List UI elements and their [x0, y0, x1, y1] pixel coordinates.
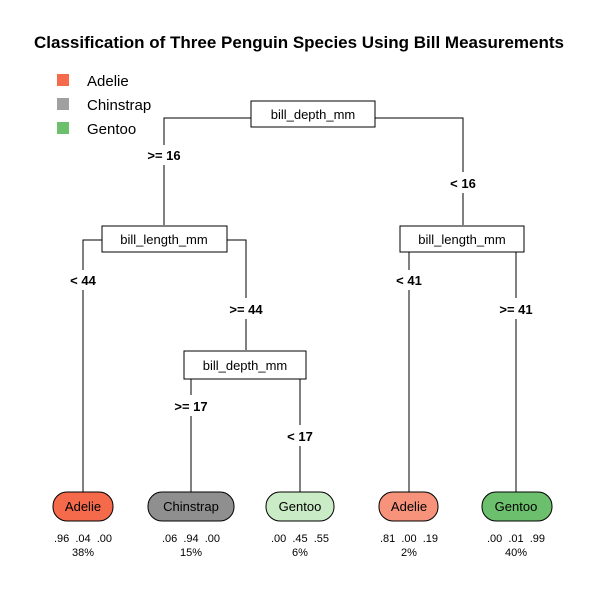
leaf-1-label: Adelie — [65, 499, 101, 514]
split-label-right: bill_length_mm — [418, 232, 505, 247]
leaf-node-2: Chinstrap .06 .94 .00 15% — [147, 491, 235, 559]
edge-root-left-top — [163, 117, 251, 145]
legend: Adelie Chinstrap Gentoo — [57, 73, 151, 138]
leaf-3-box — [265, 491, 335, 522]
leaf-1-box — [52, 491, 114, 522]
leaf-3-label: Gentoo — [279, 499, 322, 514]
edge-label-right-left: < 41 — [396, 273, 422, 288]
leaf-3-probs: .00 .45 .55 — [271, 533, 329, 545]
leaf-2-label: Chinstrap — [163, 499, 219, 514]
leaf-5-box — [481, 491, 553, 522]
edge-label-root-right: < 16 — [450, 176, 476, 191]
legend-label-adelie: Adelie — [87, 73, 129, 90]
split-node-left: bill_length_mm — [101, 225, 228, 253]
edge-left-right-top — [227, 239, 247, 298]
edge-label-left-left: < 44 — [70, 273, 96, 288]
legend-label-chinstrap: Chinstrap — [87, 97, 151, 114]
leaf-4-percent: 2% — [401, 547, 417, 559]
split-label-root: bill_depth_mm — [271, 107, 356, 122]
leaf-node-3: Gentoo .00 .45 .55 6% — [265, 491, 335, 559]
leaf-2-probs: .06 .94 .00 — [162, 533, 220, 545]
leaf-1-percent: 38% — [72, 547, 94, 559]
legend-swatch-chinstrap — [57, 98, 69, 110]
legend-label-gentoo: Gentoo — [87, 121, 136, 138]
edge-label-lr-left: >= 17 — [174, 399, 207, 414]
split-node-right: bill_length_mm — [399, 225, 525, 253]
edge-label-right-right: >= 41 — [499, 302, 532, 317]
diagram-title: Classification of Three Penguin Species … — [34, 33, 564, 52]
leaf-node-5: Gentoo .00 .01 .99 40% — [481, 491, 553, 559]
split-label-left: bill_length_mm — [120, 232, 207, 247]
leaf-5-percent: 40% — [505, 547, 527, 559]
legend-swatch-adelie — [57, 74, 69, 86]
edge-label-lr-right: < 17 — [287, 429, 313, 444]
edge-root-right-top — [375, 117, 464, 172]
leaf-3-percent: 6% — [292, 547, 308, 559]
edge-left-left-top — [82, 239, 102, 270]
legend-swatch-gentoo — [57, 122, 69, 134]
leaf-1-probs: .96 .04 .00 — [54, 533, 112, 545]
leaf-4-probs: .81 .00 .19 — [380, 533, 438, 545]
leaf-4-label: Adelie — [391, 499, 427, 514]
leaf-2-percent: 15% — [180, 547, 202, 559]
leaf-node-1: Adelie .96 .04 .00 38% — [52, 491, 114, 559]
split-label-leftright: bill_depth_mm — [203, 358, 288, 373]
split-node-leftright: bill_depth_mm — [183, 350, 307, 380]
leaf-5-probs: .00 .01 .99 — [487, 533, 545, 545]
leaf-4-box — [378, 491, 439, 522]
leaf-5-label: Gentoo — [495, 499, 538, 514]
leaf-2-box — [147, 491, 235, 522]
edge-label-root-left: >= 16 — [147, 148, 180, 163]
split-node-root: bill_depth_mm — [250, 100, 376, 128]
leaf-node-4: Adelie .81 .00 .19 2% — [378, 491, 439, 559]
edge-label-left-right: >= 44 — [229, 302, 263, 317]
